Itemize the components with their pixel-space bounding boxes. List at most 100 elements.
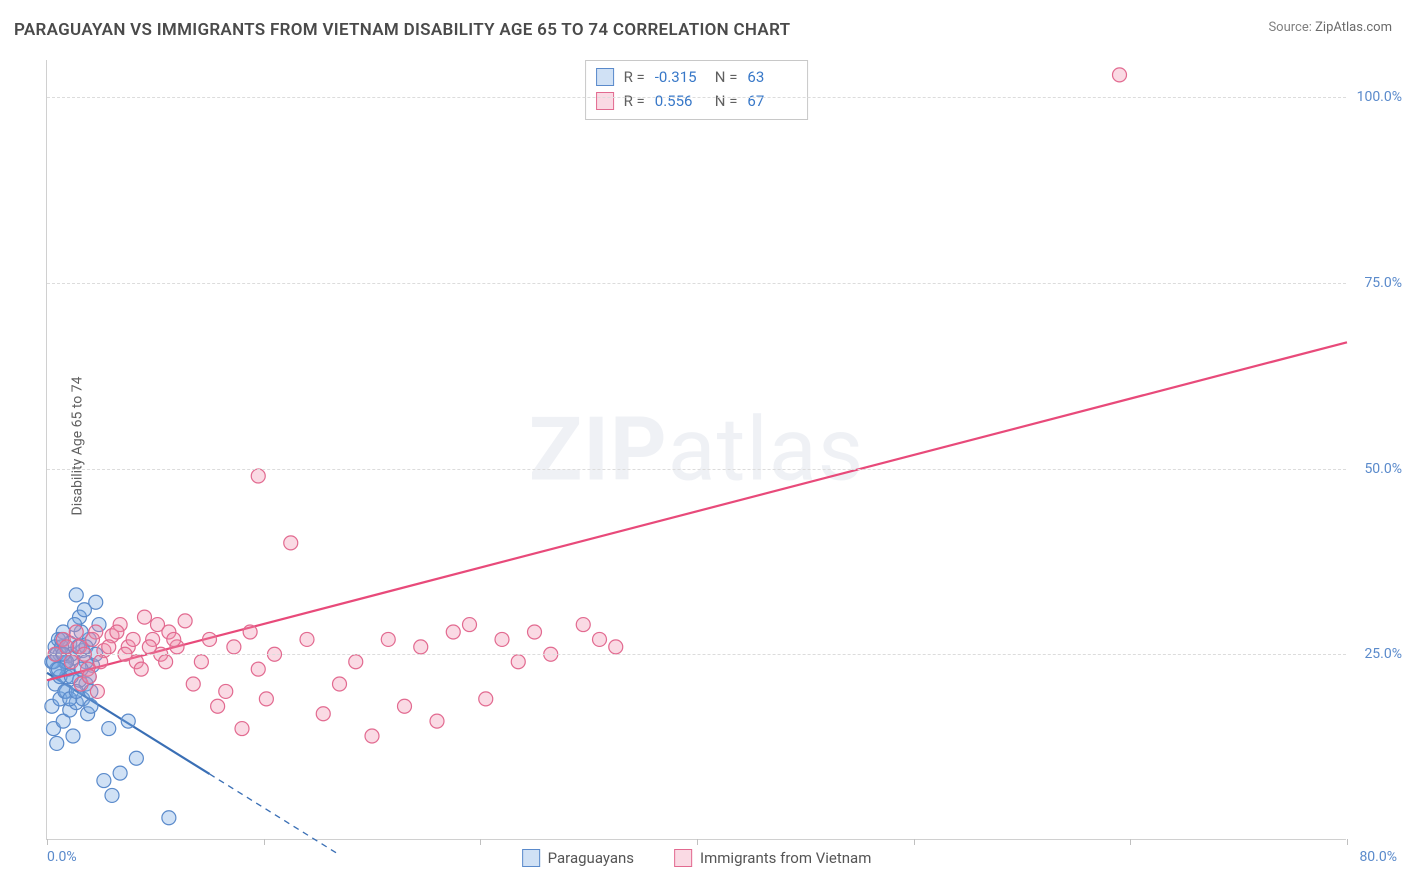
data-point [151,618,165,632]
gridline-horizontal [47,654,1346,655]
data-point [300,632,314,646]
data-point [463,618,477,632]
data-point [495,632,509,646]
stats-legend-row: R = -0.315 N = 63 [596,65,798,89]
data-point [142,640,156,654]
data-point [430,714,444,728]
gridline-horizontal [47,97,1346,98]
data-point [50,736,64,750]
y-tick-label: 25.0% [1350,646,1402,662]
data-point [186,677,200,691]
x-tick-mark [480,839,481,845]
gridline-horizontal [47,469,1346,470]
data-point [69,588,83,602]
data-point [110,625,124,639]
x-tick-label: 0.0% [47,849,77,865]
data-point [593,632,607,646]
regression-line [47,342,1347,680]
data-point [251,469,265,483]
r-label: R = [624,65,645,89]
r-value: -0.315 [655,65,705,89]
data-point [102,640,116,654]
chart-title: PARAGUAYAN VS IMMIGRANTS FROM VIETNAM DI… [14,20,790,40]
x-tick-mark [1347,839,1348,845]
data-point [284,536,298,550]
data-point [97,774,111,788]
stats-legend-row: R =0.556N =67 [596,89,798,113]
data-point [194,655,208,669]
data-point [86,632,100,646]
data-point [365,729,379,743]
data-point [349,655,363,669]
data-point [203,632,217,646]
x-tick-mark [47,839,48,845]
x-tick-mark [697,839,698,845]
source-value: ZipAtlas.com [1315,20,1392,35]
data-point [333,677,347,691]
source-label: Source: [1268,20,1311,35]
data-point [64,655,78,669]
data-point [162,811,176,825]
stats-legend-box: R = -0.315 N = 63R = 0.556 N = 67 [585,60,809,120]
data-point [134,662,148,676]
legend-swatch [674,849,692,867]
scatter-plot-svg [47,60,1346,839]
legend-item: Paraguayans [522,849,634,867]
data-point [316,707,330,721]
data-point [159,655,173,669]
data-point [113,766,127,780]
data-point [219,684,233,698]
data-point [609,640,623,654]
data-point [398,699,412,713]
data-point [479,692,493,706]
data-point [66,729,80,743]
data-point [211,699,225,713]
data-point [381,632,395,646]
data-point [235,722,249,736]
data-point [90,684,104,698]
legend-label: Paraguayans [548,849,634,867]
regression-line-dashed [210,774,340,855]
n-value: 67 [747,89,797,113]
data-point [178,614,192,628]
data-point [77,603,91,617]
y-tick-label: 50.0% [1350,461,1402,477]
legend-swatch [596,92,614,110]
data-point [528,625,542,639]
data-point [129,751,143,765]
source-attribution: Source: ZipAtlas.com [1268,20,1392,35]
data-point [126,632,140,646]
x-tick-mark [914,839,915,845]
data-point [259,692,273,706]
n-label: N = [715,65,738,89]
x-tick-label: 80.0% [1359,849,1397,865]
data-point [102,722,116,736]
data-point [167,632,181,646]
legend-item: Immigrants from Vietnam [674,849,871,867]
data-point [94,655,108,669]
data-point [243,625,257,639]
n-value: 63 [747,65,797,89]
legend-swatch [596,68,614,86]
data-point [51,662,65,676]
data-point [138,610,152,624]
gridline-horizontal [47,283,1346,284]
legend-label: Immigrants from Vietnam [700,849,871,867]
series-legend: Paraguayans Immigrants from Vietnam [522,849,872,867]
x-tick-mark [264,839,265,845]
data-point [1113,68,1127,82]
x-tick-mark [1130,839,1131,845]
y-tick-label: 75.0% [1350,275,1402,291]
data-point [84,699,98,713]
data-point [251,662,265,676]
data-point [82,670,96,684]
data-point [446,625,460,639]
data-point [121,714,135,728]
data-point [105,788,119,802]
chart-plot-area: ZIPatlas R =-0.315N =63R =0.556N =67 Par… [46,60,1346,840]
r-value: 0.556 [655,89,705,113]
y-tick-label: 100.0% [1350,89,1402,105]
data-point [576,618,590,632]
n-label: N = [715,89,738,113]
legend-swatch [522,849,540,867]
